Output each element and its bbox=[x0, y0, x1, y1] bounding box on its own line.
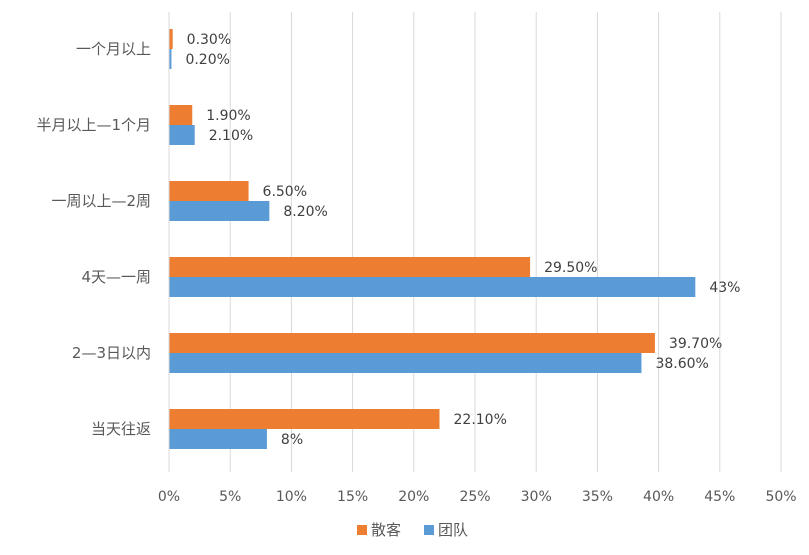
data-label: 29.50% bbox=[544, 260, 597, 276]
legend-swatch-tuandui bbox=[424, 525, 434, 535]
bar-tuandui bbox=[169, 125, 195, 145]
x-tick-label: 30% bbox=[521, 489, 552, 505]
bar-tuandui bbox=[169, 201, 270, 221]
gridlines bbox=[229, 12, 782, 472]
category-label: 2—3日以内 bbox=[72, 344, 151, 362]
data-label: 0.20% bbox=[185, 52, 229, 68]
bar-sanke bbox=[169, 333, 655, 353]
bar-tuandui bbox=[169, 49, 172, 69]
legend-label-tuandui: 团队 bbox=[438, 521, 468, 539]
bar-sanke bbox=[169, 409, 440, 429]
legend: 散客 团队 bbox=[357, 521, 468, 539]
bar-sanke bbox=[169, 105, 193, 125]
bar-tuandui bbox=[169, 429, 267, 449]
legend-label-sanke: 散客 bbox=[371, 521, 401, 539]
data-label: 43% bbox=[709, 280, 740, 296]
bars bbox=[169, 29, 696, 449]
data-label: 8% bbox=[281, 432, 303, 448]
x-tick-label: 10% bbox=[276, 489, 307, 505]
data-label: 38.60% bbox=[655, 356, 708, 372]
data-label: 2.10% bbox=[209, 128, 253, 144]
data-label: 6.50% bbox=[263, 184, 307, 200]
x-tick-label: 25% bbox=[459, 489, 490, 505]
category-label: 当天往返 bbox=[91, 420, 151, 438]
x-tick-label: 45% bbox=[704, 489, 735, 505]
category-label: 一周以上—2周 bbox=[51, 192, 151, 210]
x-tick-label: 50% bbox=[765, 489, 796, 505]
data-label: 8.20% bbox=[283, 204, 327, 220]
legend-swatch-sanke bbox=[357, 525, 367, 535]
x-axis-ticks: 0% 5% 10% 15% 20% 25% 30% 35% 40% 45% 50% bbox=[158, 489, 797, 505]
bar-tuandui bbox=[169, 353, 642, 373]
category-label: 4天—一周 bbox=[81, 268, 151, 286]
x-tick-label: 15% bbox=[337, 489, 368, 505]
data-label: 22.10% bbox=[454, 412, 507, 428]
data-label: 1.90% bbox=[206, 108, 250, 124]
x-tick-label: 20% bbox=[398, 489, 429, 505]
bar-sanke bbox=[169, 181, 249, 201]
data-labels: 0.30% 0.20% 1.90% 2.10% 6.50% 8.20% 29.50% 43% 3… bbox=[185, 32, 740, 448]
data-label: 39.70% bbox=[669, 336, 722, 352]
data-label: 0.30% bbox=[187, 32, 231, 48]
category-label: 一个月以上 bbox=[76, 40, 151, 58]
bar-tuandui bbox=[169, 277, 696, 297]
x-tick-label: 5% bbox=[219, 489, 241, 505]
category-label: 半月以上—1个月 bbox=[36, 116, 151, 134]
bar-sanke bbox=[169, 29, 173, 49]
x-tick-label: 0% bbox=[158, 489, 180, 505]
bar-sanke bbox=[169, 257, 531, 277]
x-tick-label: 35% bbox=[582, 489, 613, 505]
x-tick-label: 40% bbox=[643, 489, 674, 505]
